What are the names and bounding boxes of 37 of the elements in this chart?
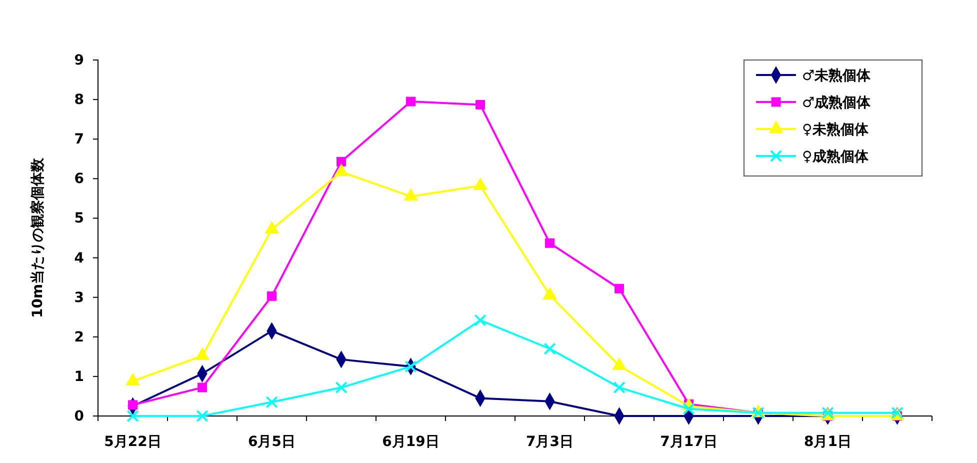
y-tick-label: 7 xyxy=(74,132,84,148)
y-tick-label: 4 xyxy=(74,250,84,266)
point xyxy=(198,382,207,392)
point xyxy=(474,314,486,326)
point xyxy=(613,381,626,394)
x-tick-label: 7月3日 xyxy=(526,434,574,450)
legend-label: ♂未熟個体 xyxy=(802,67,872,84)
point xyxy=(196,410,208,422)
y-tick-label: 1 xyxy=(74,368,84,385)
y-tick-label: 9 xyxy=(74,52,84,68)
legend-label: ♀未熟個体 xyxy=(802,121,870,138)
y-tick-label: 8 xyxy=(74,92,84,108)
legend-label: ♂成熟個体 xyxy=(802,94,872,111)
y-tick-label: 2 xyxy=(74,329,84,346)
x-tick-label: 6月5日 xyxy=(248,434,296,450)
point xyxy=(404,360,417,373)
y-tick-label: 0 xyxy=(74,408,84,424)
y-tick-label: 5 xyxy=(74,210,84,227)
x-tick-label: 6月19日 xyxy=(382,434,440,450)
point xyxy=(406,96,416,106)
point xyxy=(266,396,278,408)
point xyxy=(335,381,348,394)
point xyxy=(126,410,139,422)
y-tick-label: 6 xyxy=(74,171,84,188)
x-tick-label: 8月1日 xyxy=(804,434,852,450)
y-axis-title: 10m当たりの観察個体数 xyxy=(29,156,46,318)
y-tick-label: 3 xyxy=(74,290,84,306)
point xyxy=(614,284,624,294)
point xyxy=(336,156,346,166)
point xyxy=(544,342,556,355)
x-tick-label: 7月17日 xyxy=(660,434,718,450)
point xyxy=(476,100,485,110)
point xyxy=(682,402,695,415)
point xyxy=(267,291,276,301)
point xyxy=(545,238,554,248)
x-tick-label: 5月22日 xyxy=(104,434,162,450)
legend-label: ♀成熟個体 xyxy=(802,148,870,165)
